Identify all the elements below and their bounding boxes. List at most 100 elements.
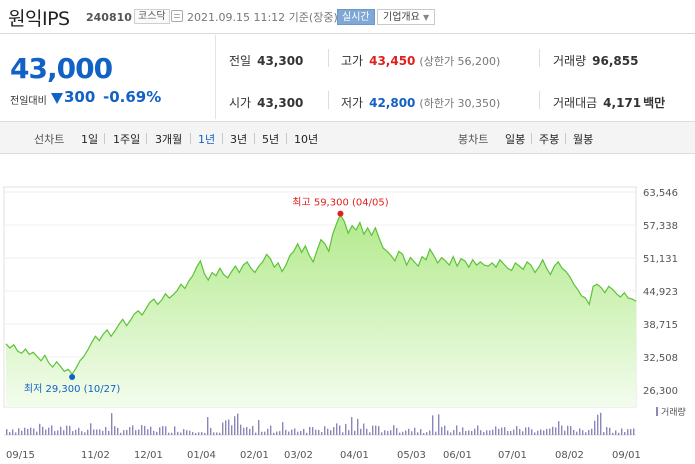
volume-legend-label: 거래량 [661,406,686,418]
volume-bar [189,430,191,435]
title-row: 원익IPS 240810 코스닥 2021.09.15 11:12 기준(장중)… [0,0,695,34]
candle-chart-label: 봉차트 [458,133,489,146]
tab-5y[interactable]: 5년 [262,133,280,146]
stat-label: 전일 [229,54,252,68]
chevron-down-icon: ▼ [423,13,430,22]
volume-bar [18,428,20,435]
change-rate: -0.69% [103,88,162,106]
volume-bar [495,426,497,435]
volume-bar [615,430,617,435]
change-value: 300 [64,88,96,106]
y-tick-label: 51,131 [643,254,678,265]
volume-bar [135,430,137,435]
x-tick-label: 06/01 [443,450,472,461]
volume-bar [558,421,560,435]
volume-bar [270,425,272,435]
volume-bar [36,431,38,435]
price-line [5,213,637,376]
volume-bar [144,426,146,435]
volume-bar [450,432,452,435]
tab-1w[interactable]: 1주일 [113,133,141,146]
volume-bar [267,428,269,435]
volume-bar [438,414,440,435]
stat-prev-close: 전일 43,300 [229,52,303,69]
x-tick-label: 11/02 [81,450,110,461]
realtime-button[interactable]: 실시간 [337,9,375,25]
volume-bar [357,418,359,435]
volume-bar [93,429,95,435]
line-chart-label: 선차트 [34,133,65,146]
tab-weekly[interactable]: 주봉 [539,133,560,146]
stat-sub: (하한가 30,350) [419,97,501,110]
volume-bar [63,430,65,435]
volume-bar [27,429,29,435]
volume-bar [21,430,23,435]
volume-bar [81,431,83,435]
divider [328,49,329,67]
volume-bar [330,430,332,435]
volume-bar [273,432,275,435]
tab-daily[interactable]: 일봉 [505,133,526,146]
volume-bar [372,425,374,435]
tab-3m[interactable]: 3개월 [155,133,183,146]
volume-bar [207,417,209,435]
volume-bar [288,431,290,435]
volume-bar [261,431,263,435]
volume-bar [60,426,62,435]
volume-bar [456,425,458,435]
volume-bar [561,425,563,435]
tab-1y[interactable]: 1년 [198,133,216,146]
stat-value: 4,171 [603,96,642,110]
divider [254,133,255,144]
volume-bar [543,430,545,435]
volume-bar [87,429,89,435]
volume-bar [231,425,233,435]
volume-bar [174,426,176,435]
x-tick-label: 05/03 [397,450,426,461]
volume-bar [531,429,533,435]
volume-bar [447,430,449,435]
volume-bar [243,427,245,435]
volume-bar [294,428,296,435]
x-tick-label: 01/04 [187,450,216,461]
volume-bar [417,432,419,435]
volume-bar [363,423,365,435]
volume-bar [471,430,473,435]
stat-sub: (상한가 56,200) [419,55,501,68]
stat-value: 43,300 [257,96,304,110]
tab-1d[interactable]: 1일 [81,133,99,146]
volume-bar [195,432,197,435]
volume-bar [453,430,455,435]
volume-bar [582,430,584,435]
volume-bar [600,412,602,435]
volume-bar [411,431,413,435]
stock-code: 240810 [86,11,132,24]
volume-bar [312,427,314,435]
tab-10y[interactable]: 10년 [294,133,319,146]
volume-bar [234,416,236,435]
volume-bar [276,431,278,435]
volume-bar [591,428,593,435]
volume-bar [513,429,515,435]
volume-bar [66,425,68,435]
company-overview-button[interactable]: 기업개요 ▼ [377,9,436,25]
stat-amount: 거래대금 4,171 백만 [553,94,665,111]
volume-bar [501,427,503,435]
volume-bar [336,423,338,435]
volume-bar [171,432,173,435]
current-price: 43,000 [10,52,113,85]
volume-bar [96,429,98,435]
volume-bar [72,431,74,435]
volume-bar [252,425,254,435]
tab-monthly[interactable]: 월봉 [573,133,594,146]
volume-bar [216,432,218,435]
volume-bar [264,431,266,435]
volume-bar [318,429,320,435]
tab-3y[interactable]: 3년 [230,133,248,146]
volume-bar [33,428,35,435]
volume-bar [159,427,161,435]
volume-bar [468,430,470,435]
volume-bar [378,426,380,435]
volume-bar [204,432,206,435]
stat-high: 고가 43,450 (상한가 56,200) [341,52,500,69]
